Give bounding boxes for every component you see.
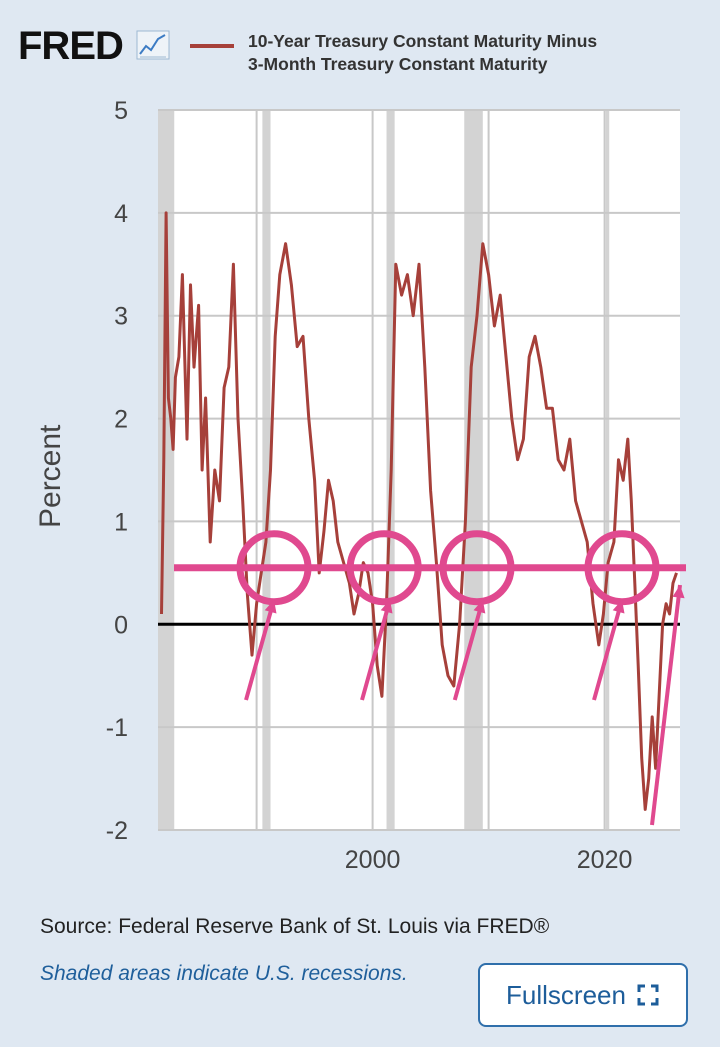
- annotation-arrowhead: [380, 599, 393, 614]
- y-tick-label: 1: [114, 508, 128, 536]
- recession-note: Shaded areas indicate U.S. recessions.: [40, 962, 408, 985]
- annotation-arrowhead: [672, 585, 685, 599]
- fullscreen-icon: [637, 984, 659, 1006]
- annotation-arrowhead: [264, 599, 277, 614]
- annotation-circle: [346, 530, 422, 606]
- annotation-arrow: [244, 599, 276, 701]
- fullscreen-button[interactable]: Fullscreen: [478, 963, 688, 1027]
- legend-line-1: 10-Year Treasury Constant Maturity Minus: [248, 31, 598, 51]
- series-line: [160, 211, 678, 811]
- legend-line-2: 3-Month Treasury Constant Maturity: [248, 54, 548, 74]
- source-text: Source: Federal Reserve Bank of St. Loui…: [40, 915, 550, 938]
- annotation-arrow: [360, 599, 392, 701]
- x-tick-label: 2020: [577, 846, 633, 874]
- y-tick-label: 0: [114, 611, 128, 639]
- annotation-circle: [439, 530, 515, 606]
- legend-label: 10-Year Treasury Constant Maturity Minus…: [248, 30, 708, 76]
- line-chart: -2 -1 0 1 2 3 4 5 2000 2020: [106, 97, 686, 874]
- y-axis-label: Percent: [34, 424, 67, 528]
- legend-swatch: [190, 44, 234, 48]
- y-tick-label: 5: [114, 97, 128, 125]
- graph-icon: [136, 30, 170, 60]
- plot-area: [158, 110, 680, 830]
- annotation-arrow: [650, 584, 682, 826]
- annotation-arrow: [592, 599, 624, 701]
- y-tick-label: 2: [114, 406, 128, 434]
- recession-band: [158, 110, 175, 830]
- y-tick-label: -1: [106, 714, 128, 742]
- annotation-arrow: [452, 599, 485, 701]
- recession-band: [262, 110, 271, 830]
- fred-logo[interactable]: FRED: [18, 24, 124, 68]
- recession-band: [605, 110, 610, 830]
- chart-header: FRED 10-Year Treasury Constant Maturity …: [0, 0, 720, 90]
- annotation-arrowhead: [473, 599, 486, 614]
- y-tick-label: 4: [114, 200, 128, 228]
- annotation-arrowhead: [612, 599, 625, 614]
- fullscreen-label: Fullscreen: [506, 979, 626, 1010]
- y-tick-label: -2: [106, 817, 128, 845]
- x-tick-label: 2000: [345, 846, 401, 874]
- y-axis-label-wrap: Percent: [34, 425, 74, 538]
- y-tick-label: 3: [114, 303, 128, 331]
